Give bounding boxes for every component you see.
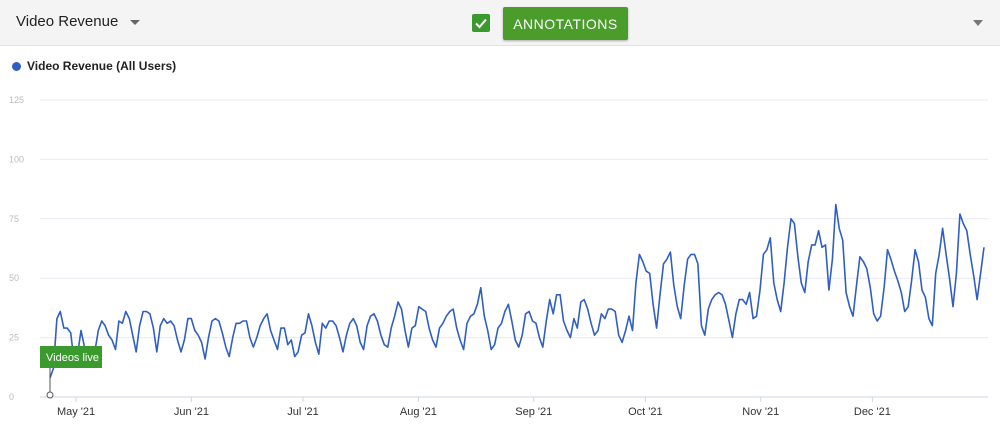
legend-label: Video Revenue (All Users): [27, 59, 177, 73]
x-tick-label: Sep '21: [515, 406, 552, 418]
y-tick-label: 25: [9, 333, 19, 343]
annotation-box: [40, 346, 102, 368]
annotation-layer: Videos live: [40, 346, 102, 399]
x-tick-label: May '21: [57, 406, 95, 418]
series-layer: [49, 203, 985, 379]
x-tick-label: Dec '21: [854, 406, 891, 418]
x-tick-label: Jun '21: [174, 406, 209, 418]
y-tick-label: 75: [9, 214, 19, 224]
checkmark-icon: [475, 18, 487, 29]
y-tick-label: 125: [9, 95, 24, 105]
annotation-marker: [46, 391, 54, 399]
x-tick-label: Jul '21: [287, 406, 318, 418]
legend-dot-icon: [12, 62, 21, 71]
x-tick-label: Oct '21: [628, 406, 663, 418]
x-tick-label: Nov '21: [742, 406, 779, 418]
metric-label: Video Revenue: [16, 13, 119, 30]
annotation-flag[interactable]: Videos live: [40, 346, 102, 399]
gridlines: [40, 99, 988, 398]
x-axis-ticks: May '21 Jun '21 Jul '21 Aug '21 Sep '21 Oct '…: [57, 397, 891, 418]
caret-down-icon: [130, 19, 141, 25]
y-axis-ticks: 0 25 50 75 100 125: [9, 95, 24, 402]
metric-dropdown[interactable]: Video Revenue: [16, 13, 141, 30]
chart-toolbar: Video Revenue ANNOTATIONS: [0, 0, 1000, 46]
chart-legend: Video Revenue (All Users): [12, 59, 176, 73]
annotations-button[interactable]: ANNOTATIONS: [503, 7, 628, 40]
series-line: [49, 203, 985, 379]
x-tick-label: Aug '21: [400, 406, 437, 418]
y-tick-label: 100: [9, 154, 24, 164]
y-tick-label: 50: [9, 273, 19, 283]
annotation-label: Videos live: [46, 352, 99, 364]
y-tick-label: 0: [9, 392, 14, 402]
menu-caret-icon[interactable]: [973, 20, 983, 26]
annotations-checkbox[interactable]: [472, 14, 490, 32]
